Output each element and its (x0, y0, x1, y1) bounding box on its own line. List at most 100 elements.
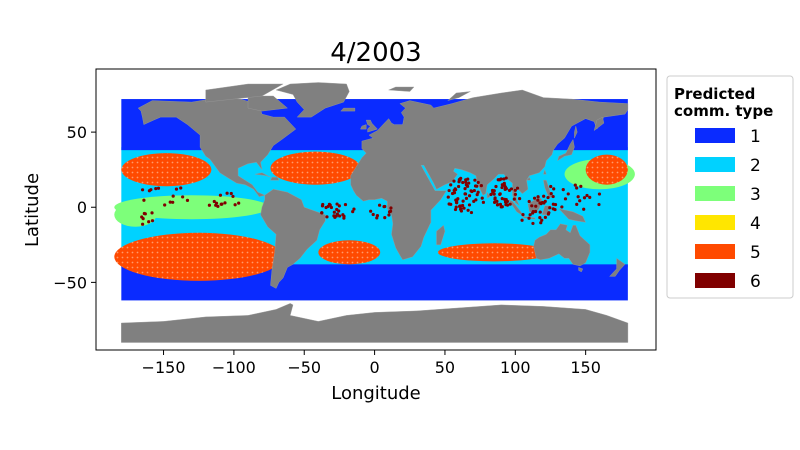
type6-point (454, 188, 458, 192)
type6-point (325, 215, 329, 219)
land-africa-eurasia (350, 89, 629, 261)
type6-point (142, 198, 146, 202)
type6-point (453, 207, 458, 212)
type6-point (141, 222, 145, 226)
type6-point (493, 196, 497, 200)
type6-point (498, 192, 502, 196)
type5-nw-pacific (585, 154, 628, 185)
type6-point (154, 187, 158, 191)
type6-point (498, 202, 503, 206)
type6-point (520, 218, 524, 222)
type6-point (181, 195, 185, 199)
type6-point (457, 184, 461, 189)
type6-point (163, 203, 167, 207)
type6-point (495, 203, 500, 207)
type6-point (542, 194, 546, 198)
type6-point (337, 204, 341, 208)
land-uk (365, 119, 378, 133)
legend-label-2: 2 (750, 156, 761, 176)
type6-point (495, 199, 499, 203)
legend-title: Predicted comm. type (674, 85, 773, 120)
type6-point (229, 191, 233, 196)
type6-point (573, 183, 577, 187)
type6-point (588, 195, 592, 200)
type6-point (597, 192, 602, 196)
type6-point (387, 210, 392, 214)
type6-point (387, 213, 391, 217)
x-tick-label: −150 (142, 358, 186, 377)
type6-point (575, 186, 579, 190)
land-svalbard (388, 86, 415, 92)
legend-label-4: 4 (750, 214, 761, 234)
type6-point (503, 200, 508, 204)
type6-point (219, 202, 223, 206)
type6-point (512, 197, 516, 201)
x-axis: −150 −100 −50 0 50 100 150 (142, 350, 601, 377)
type6-point (369, 209, 373, 213)
type2-equatorial-atlantic (304, 192, 375, 214)
legend-label-6: 6 (750, 272, 761, 292)
type6-point (352, 207, 356, 211)
type6-point (332, 210, 336, 214)
type6-point (467, 181, 471, 185)
type6-point (464, 178, 468, 182)
type6-point (447, 202, 451, 206)
land-madagascar (436, 224, 446, 246)
type6-point (563, 197, 568, 201)
type6-point (540, 218, 544, 222)
x-tick-label: 50 (435, 358, 455, 377)
land-taiwan (543, 169, 547, 175)
type6-point (321, 202, 325, 207)
type5-north-pacific (121, 153, 212, 187)
legend-swatch-5 (695, 244, 735, 259)
type6-point (552, 187, 556, 191)
y-axis-label: Latitude (22, 173, 43, 247)
type6-point (560, 205, 564, 209)
legend-entries: 1 2 3 4 5 6 (695, 127, 761, 292)
type6-point (543, 199, 547, 203)
type6-point (536, 198, 540, 202)
type6-point (500, 197, 504, 201)
x-tick-label: 0 (369, 358, 379, 377)
type6-point (500, 205, 504, 209)
land-arctic-islands (205, 83, 284, 103)
type6-point (528, 213, 532, 217)
legend-label-3: 3 (750, 185, 761, 205)
type6-point (231, 194, 235, 199)
type6-point (479, 184, 483, 188)
type6-point (389, 206, 393, 210)
legend-swatch-1 (695, 128, 735, 143)
type6-point (465, 184, 470, 188)
type6-point (461, 199, 465, 203)
type6-point (455, 201, 459, 205)
land-japan (557, 139, 575, 162)
y-tick-label: −50 (53, 273, 87, 292)
land-new-zealand (609, 257, 626, 277)
type6-point (532, 196, 537, 200)
type6-point (320, 211, 324, 215)
type6-point (538, 215, 542, 220)
type6-point (141, 217, 145, 221)
type6-point (459, 176, 463, 180)
type6-point (551, 207, 555, 211)
type6-point (527, 216, 531, 220)
legend-swatch-2 (695, 157, 735, 172)
type6-point (168, 200, 172, 204)
type6-point (543, 215, 547, 219)
type6-point (469, 189, 473, 193)
type6-point (521, 212, 525, 217)
type6-point (140, 188, 145, 192)
type6-point (490, 188, 495, 193)
land-north-america (137, 97, 297, 197)
type6-point (473, 184, 478, 188)
type6-point (575, 202, 579, 206)
type6-point (461, 203, 465, 208)
type6-point (458, 204, 462, 208)
type6-point (508, 202, 512, 206)
land-ireland (360, 124, 367, 130)
type6-point (467, 203, 472, 207)
type6-point (334, 214, 338, 218)
type6-point (233, 203, 237, 207)
type6-point (461, 180, 465, 185)
y-axis: −50 0 50 (53, 123, 96, 292)
